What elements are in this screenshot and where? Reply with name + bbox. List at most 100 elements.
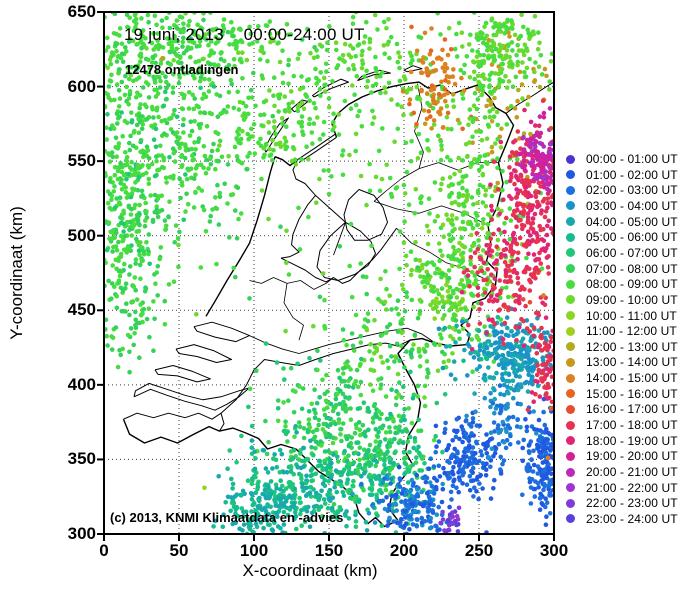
legend-item-label: 17:00 - 18:00 UT [586,418,678,433]
legend-color-dot [566,467,575,477]
map-line-hollands-diep [249,335,330,354]
map-line-south-border [122,418,399,528]
map-line-walcheren-beveland [133,382,250,411]
legend-item-hour-5: 05:00 - 06:00 UT [562,229,678,245]
legend-item-label: 10:00 - 11:00 UT [586,308,677,323]
discharge-count: 12478 ontladingen [125,62,239,77]
x-tick-label-150: 150 [314,541,344,560]
legend-color-dot [566,201,575,211]
legend-item-hour-2: 02:00 - 03:00 UT [562,182,678,198]
legend-color-dot [566,404,575,414]
legend-color-dot [566,389,575,399]
legend-item-label: 20:00 - 21:00 UT [586,465,678,479]
legend-item-hour-8: 08:00 - 09:00 UT [562,276,678,292]
map-line-vlieland [291,99,309,113]
legend-item-label: 09:00 - 10:00 UT [586,292,678,307]
legend-item-hour-19: 19:00 - 20:00 UT [562,448,678,464]
y-tick-label-600: 600 [67,76,96,96]
legend-item-label: 14:00 - 15:00 UT [586,371,678,386]
legend-color-dot [566,436,575,446]
legend-item-hour-21: 21:00 - 22:00 UT [562,480,678,496]
legend-item-label: 11:00 - 12:00 UT [586,324,677,339]
x-tick-label-0: 0 [99,541,109,560]
map-line-terschelling [312,78,349,98]
legend-item-hour-17: 17:00 - 18:00 UT [562,417,678,433]
map-line-afsluitdijk-a [297,133,336,161]
map-line-noordoostpolder [343,189,388,241]
legend-item-hour-11: 11:00 - 12:00 UT [562,323,677,339]
map-line-knardijk [333,222,346,256]
map-line-goeree [175,344,232,363]
legend-color-dot [566,279,575,289]
map-line-brabant-coast [220,339,411,414]
map-line-schiermonnikoog [403,65,423,73]
legend-item-label: 21:00 - 22:00 UT [586,480,678,495]
legend-item-label: 01:00 - 02:00 UT [586,167,678,182]
legend-color-dot [566,248,575,258]
map-line-afsluitdijk-b [298,136,337,164]
legend-color-dot [566,498,575,508]
legend-item-label: 13:00 - 14:00 UT [586,355,678,370]
legend-color-dot [566,357,575,367]
legend-item-label: 05:00 - 06:00 UT [586,230,678,245]
legend-color-dot [566,264,575,274]
legend-item-label: 16:00 - 17:00 UT [586,402,678,417]
legend-item-hour-15: 15:00 - 16:00 UT [562,386,678,402]
legend-item-hour-23: 23:00 - 24:00 UT [562,511,678,527]
x-tick-label-250: 250 [464,541,494,560]
map-line-utrecht-west [283,283,304,341]
legend-item-label: 23:00 - 24:00 UT [586,511,678,526]
legend-color-dot [566,217,575,227]
plot-title: 19 juni, 2013 00:00-24:00 UT [124,25,365,44]
legend-item-label: 07:00 - 08:00 UT [586,261,678,276]
legend-item-hour-4: 04:00 - 05:00 UT [562,214,678,230]
legend-color-dot [566,326,575,336]
map-line-houtribdijk [315,195,346,223]
y-tick-label-300: 300 [67,524,96,543]
legend-item-hour-0: 00:00 - 01:00 UT [562,151,678,167]
legend-item-label: 19:00 - 20:00 UT [586,449,678,464]
y-tick-label-550: 550 [67,151,96,171]
map-line-nh-sh-border [249,277,274,284]
legend-item-hour-20: 20:00 - 21:00 UT [562,464,678,480]
legend-color-dot [566,311,575,320]
map-line-west-coast [205,156,276,317]
y-tick-label-500: 500 [67,225,96,245]
legend-item-hour-1: 01:00 - 02:00 UT [562,167,678,183]
legend-item-label: 22:00 - 23:00 UT [586,496,678,511]
legend-item-label: 06:00 - 07:00 UT [586,245,678,260]
map-line-ijsselmeer-west [280,159,316,259]
legend-color-dot [566,342,575,352]
legend-item-hour-9: 09:00 - 10:00 UT [562,292,678,308]
x-axis-label: X-coordinaat (km) [242,561,378,580]
x-tick-label-300: 300 [539,541,569,560]
legend-color-dot [566,232,575,242]
map-line-voorne-putten [193,321,250,343]
legend-item-label: 08:00 - 09:00 UT [586,277,678,292]
scatter-layer [104,12,554,534]
legend-item-hour-14: 14:00 - 15:00 UT [562,370,678,386]
legend-color-dot [566,451,575,461]
legend-item-hour-13: 13:00 - 14:00 UT [562,354,678,370]
map-line-ameland [357,69,391,82]
legend-color-dot [566,420,575,430]
y-tick-label-450: 450 [67,300,96,320]
legend-color-dot [566,170,575,180]
x-tick-label-50: 50 [169,541,189,560]
legend-item-hour-22: 22:00 - 23:00 UT [562,495,678,511]
y-axis-label: Y-coordinaat (km) [7,206,26,340]
legend-item-label: 18:00 - 19:00 UT [586,433,678,448]
legend-item-hour-16: 16:00 - 17:00 UT [562,401,678,417]
map-line-gooi-randmeren [280,228,397,284]
map-line-overijssel-gelderland [396,228,496,286]
legend-color-dot [566,514,575,524]
x-tick-label-200: 200 [389,541,419,560]
y-tick-label-400: 400 [67,374,96,394]
map-line-friesland-drenthe [373,168,420,202]
map-line-utrecht-north [273,277,334,290]
y-tick-label-650: 650 [67,2,96,21]
legend-color-dot [566,295,575,305]
legend-item-hour-3: 03:00 - 04:00 UT [562,198,678,214]
map-line-flevoland [316,221,376,281]
